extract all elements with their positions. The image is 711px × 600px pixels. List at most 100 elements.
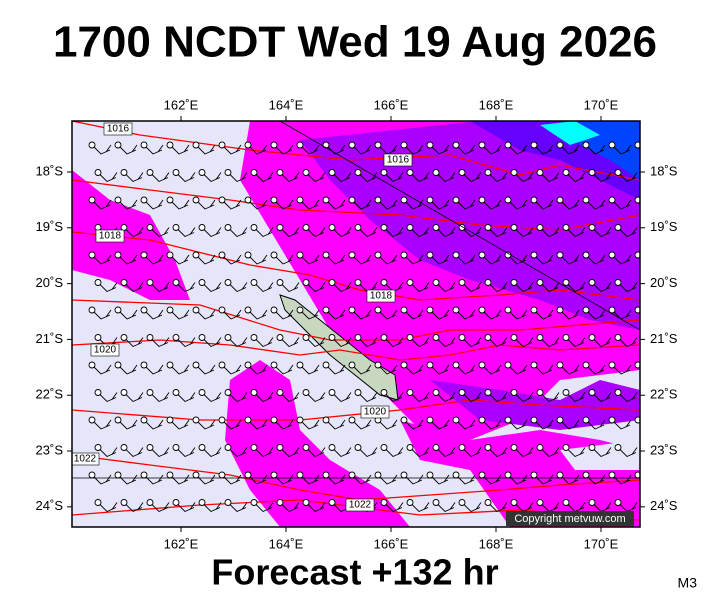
barb-station bbox=[608, 471, 616, 479]
barb bbox=[299, 254, 320, 265]
barb bbox=[357, 337, 378, 348]
barb-station bbox=[192, 471, 200, 479]
barb bbox=[149, 392, 170, 403]
barb-station bbox=[270, 416, 278, 424]
barb bbox=[559, 199, 580, 210]
barb bbox=[383, 337, 404, 348]
isobar-label-box bbox=[103, 122, 133, 136]
barb bbox=[175, 392, 196, 403]
barb bbox=[221, 144, 242, 155]
barb-station bbox=[276, 224, 284, 231]
barb-station bbox=[114, 196, 122, 204]
barb bbox=[325, 309, 346, 320]
barb-station bbox=[556, 416, 564, 424]
barb bbox=[169, 419, 190, 430]
isobar-label-box bbox=[360, 405, 390, 419]
barb-station bbox=[296, 196, 304, 204]
barb bbox=[487, 447, 508, 458]
barb-station bbox=[296, 306, 304, 314]
barb-station bbox=[406, 334, 414, 341]
barb bbox=[539, 392, 560, 403]
barb bbox=[117, 419, 138, 430]
barb bbox=[305, 447, 326, 458]
barb-station bbox=[140, 471, 148, 479]
barb-station bbox=[406, 224, 414, 231]
barb-station bbox=[530, 141, 538, 149]
barb-station bbox=[641, 390, 647, 396]
barb bbox=[325, 199, 346, 210]
barb bbox=[325, 144, 346, 155]
map-area: 1016 1016 1018 1018 1020 1020 1022 1022 bbox=[72, 121, 647, 539]
barb bbox=[195, 254, 216, 265]
barb-station bbox=[562, 389, 570, 396]
barb bbox=[377, 254, 398, 265]
barb bbox=[279, 337, 300, 348]
lat-label: 22˚S bbox=[36, 387, 64, 402]
barb-station bbox=[198, 444, 206, 451]
barb-station bbox=[614, 169, 622, 176]
barb-station bbox=[94, 334, 102, 341]
barb bbox=[565, 392, 586, 403]
barb-station bbox=[166, 306, 174, 314]
barb-station bbox=[324, 526, 328, 527]
barb bbox=[227, 392, 248, 403]
lon-label: 162˚E bbox=[164, 97, 199, 112]
map-frame bbox=[71, 120, 641, 528]
barb-station bbox=[172, 224, 180, 231]
barb-station bbox=[276, 389, 284, 396]
barb bbox=[118, 530, 137, 539]
barb-station bbox=[478, 251, 486, 259]
isobar-label: 1022 bbox=[74, 454, 97, 465]
barb bbox=[279, 392, 300, 403]
barb-station bbox=[582, 196, 590, 204]
barb bbox=[248, 530, 267, 539]
barb-station bbox=[614, 279, 622, 286]
barb bbox=[305, 337, 326, 348]
barb-station bbox=[194, 526, 198, 527]
barb-station bbox=[88, 306, 96, 314]
barb-station bbox=[114, 251, 122, 259]
barb bbox=[481, 419, 502, 430]
barb bbox=[331, 227, 352, 238]
barb bbox=[149, 172, 170, 183]
barb bbox=[227, 227, 248, 238]
barb-station bbox=[562, 334, 570, 341]
barb bbox=[565, 337, 586, 348]
barb bbox=[409, 172, 430, 183]
barb bbox=[325, 364, 346, 375]
barb-station bbox=[536, 499, 544, 506]
barb bbox=[487, 502, 508, 513]
barb bbox=[201, 337, 222, 348]
barb bbox=[409, 282, 430, 293]
barb bbox=[175, 502, 196, 513]
barb-station bbox=[90, 526, 94, 527]
barb-station bbox=[88, 196, 96, 204]
isobar-label: 1018 bbox=[99, 231, 122, 242]
barb-station bbox=[172, 389, 180, 396]
barb bbox=[169, 144, 190, 155]
barb bbox=[325, 254, 346, 265]
barb-station bbox=[641, 445, 647, 451]
barb bbox=[435, 172, 456, 183]
barb-station bbox=[224, 224, 232, 231]
barb bbox=[429, 419, 450, 430]
barb-station bbox=[506, 526, 510, 527]
barb bbox=[253, 502, 274, 513]
barb-station bbox=[608, 141, 616, 149]
barb-station bbox=[146, 444, 154, 451]
barb-station bbox=[458, 389, 466, 396]
barb bbox=[383, 172, 404, 183]
barb bbox=[352, 530, 371, 539]
barb bbox=[201, 282, 222, 293]
wind-barbs bbox=[88, 141, 647, 539]
barb bbox=[403, 144, 424, 155]
barb-station bbox=[302, 279, 310, 286]
barb bbox=[637, 254, 640, 258]
barb bbox=[637, 199, 640, 203]
barb bbox=[565, 447, 586, 458]
barb-station bbox=[480, 526, 484, 527]
barb-station bbox=[428, 526, 432, 527]
barb-station bbox=[166, 196, 174, 204]
barb bbox=[357, 227, 378, 238]
barb-station bbox=[270, 196, 278, 204]
